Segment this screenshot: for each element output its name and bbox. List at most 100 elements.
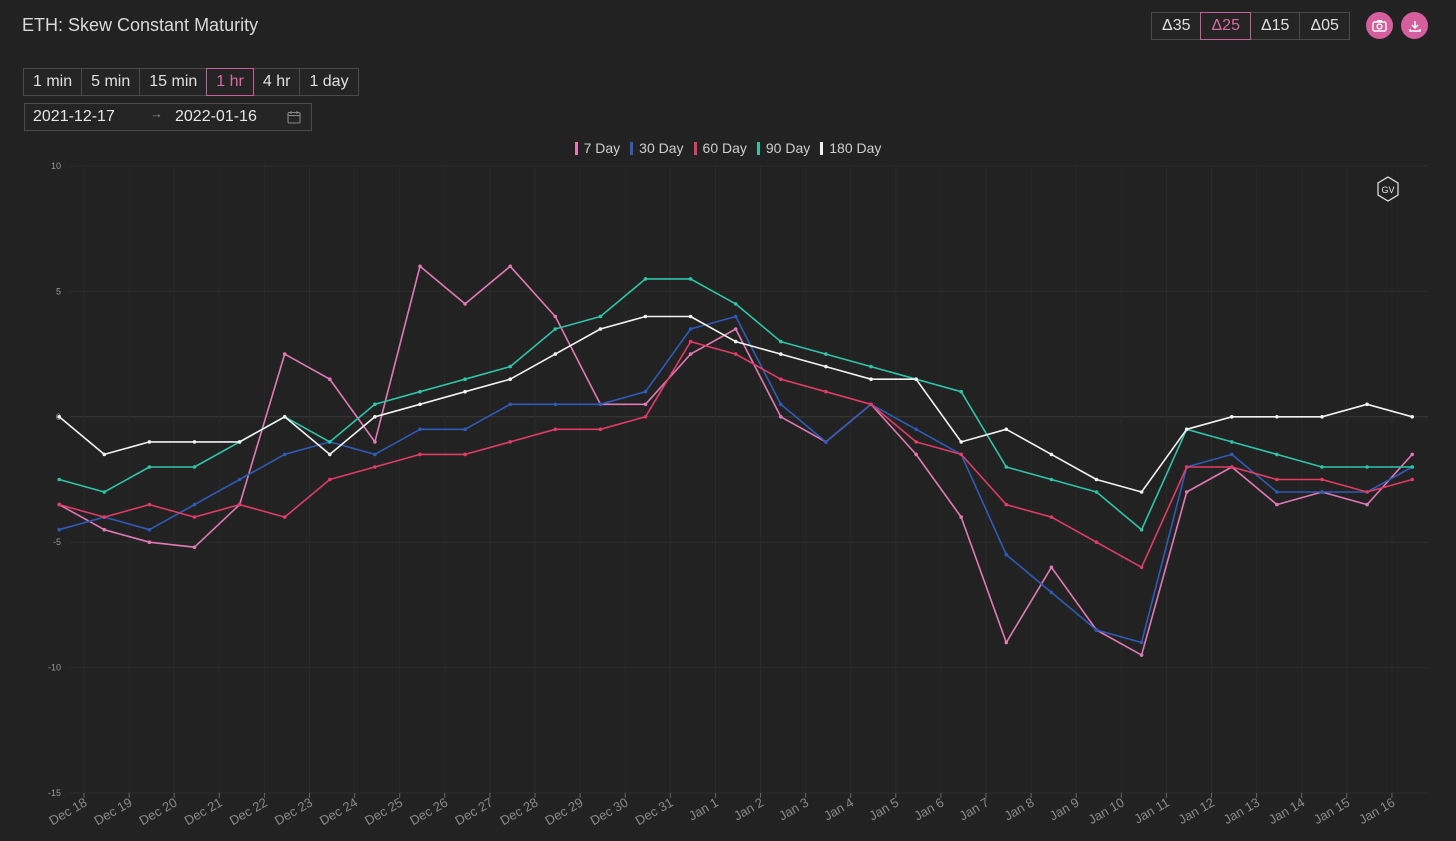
data-point [1139,490,1144,494]
data-point [147,527,152,532]
date-from-input[interactable]: 2021-12-17 [33,108,115,125]
data-point [553,314,558,319]
data-point [418,427,422,432]
data-point [598,327,603,331]
data-point [598,314,603,319]
data-point [328,377,332,382]
y-tick-label: 5 [56,286,61,296]
data-point [914,377,918,382]
legend-swatch [574,141,578,155]
camera-icon [1372,20,1387,32]
data-point [508,377,512,382]
data-point [418,402,422,407]
data-point [1320,465,1324,469]
data-point [1184,465,1189,469]
data-point [914,440,918,444]
interval-15min-button[interactable]: 15 min [139,68,208,96]
date-to-input[interactable]: 2022-01-16 [175,108,257,125]
delta-05-button[interactable]: Δ05 [1299,12,1350,40]
interval-5min-button[interactable]: 5 min [81,68,141,96]
data-point [463,302,467,306]
data-point [328,477,332,482]
data-point [1139,565,1144,570]
data-point [733,339,738,344]
x-tick-label: Jan 3 [776,795,811,824]
delta-25-button[interactable]: Δ25 [1200,12,1251,40]
legend-label: 60 Day [702,140,747,156]
data-point [1094,628,1099,632]
x-tick-label: Jan 15 [1311,795,1352,828]
x-tick-label: Jan 6 [911,795,946,824]
data-point [508,364,512,369]
legend-item-90-day[interactable]: 90 Day [756,140,810,156]
legend-label: 30 Day [639,140,684,156]
data-point [192,502,197,507]
data-point [1049,590,1054,595]
data-point [1275,415,1279,419]
chart-grid [70,165,1428,794]
x-axis: Dec 18 Dec 19 Dec 20 Dec 21 Dec 22 Dec 23 Dec … [46,793,1397,828]
data-point [1410,415,1414,419]
data-point [1049,477,1054,482]
data-point [733,302,738,306]
interval-1day-button[interactable]: 1 day [299,68,359,96]
data-point [373,415,377,419]
data-point [282,452,287,457]
data-point [418,264,422,269]
legend-label: 7 Day [583,140,621,156]
data-point [643,402,648,407]
data-point [779,377,783,382]
legend-item-180-day[interactable]: 180 Day [820,140,881,156]
date-range-picker[interactable]: 2021-12-17 → 2022-01-16 [24,103,312,131]
x-tick-label: Jan 12 [1176,795,1217,828]
data-point [598,402,603,407]
chart-series [57,264,1414,657]
data-point [237,477,242,482]
screenshot-button[interactable] [1366,12,1393,39]
interval-4hr-button[interactable]: 4 hr [252,68,301,96]
interval-1min-button[interactable]: 1 min [23,68,83,96]
x-tick-label: Dec 20 [137,795,180,829]
data-point [508,440,512,444]
data-point [643,389,648,394]
interval-1hr-button[interactable]: 1 hr [206,68,254,96]
data-point [237,440,242,444]
y-tick-label: -15 [48,788,61,798]
data-point [1184,427,1189,432]
data-point [1320,477,1324,482]
data-point [373,440,377,444]
data-point [1094,540,1099,544]
x-tick-label: Dec 31 [633,795,676,829]
data-point [463,452,467,457]
data-point [553,402,558,407]
legend-item-60-day[interactable]: 60 Day [693,140,747,156]
x-tick-label: Jan 2 [731,795,766,824]
x-tick-label: Jan 9 [1047,795,1082,824]
data-point [508,402,512,407]
x-tick-label: Jan 13 [1221,795,1262,828]
legend-label: 180 Day [829,140,882,156]
date-separator: → [150,106,163,121]
delta-15-button[interactable]: Δ15 [1249,12,1301,40]
data-point [463,377,467,382]
data-point [1365,402,1369,407]
data-point [1365,502,1369,507]
data-point [1410,477,1414,482]
data-point [192,515,197,519]
data-point [1230,415,1234,419]
legend-item-30-day[interactable]: 30 Day [630,140,684,156]
legend-swatch [693,141,697,155]
x-tick-label: Dec 28 [497,795,540,829]
calendar-icon[interactable] [287,110,301,124]
download-icon [1408,20,1421,32]
data-point [1275,490,1279,494]
delta-selector: Δ35 Δ25 Δ15 Δ05 [1151,12,1350,40]
data-point [1139,653,1144,657]
data-point [643,277,648,281]
download-button[interactable] [1401,12,1428,39]
legend-item-7-day[interactable]: 7 Day [574,140,621,156]
data-point [553,427,558,432]
x-tick-label: Dec 19 [91,795,134,829]
data-point [824,440,828,444]
series-line-60-day [58,340,1413,569]
